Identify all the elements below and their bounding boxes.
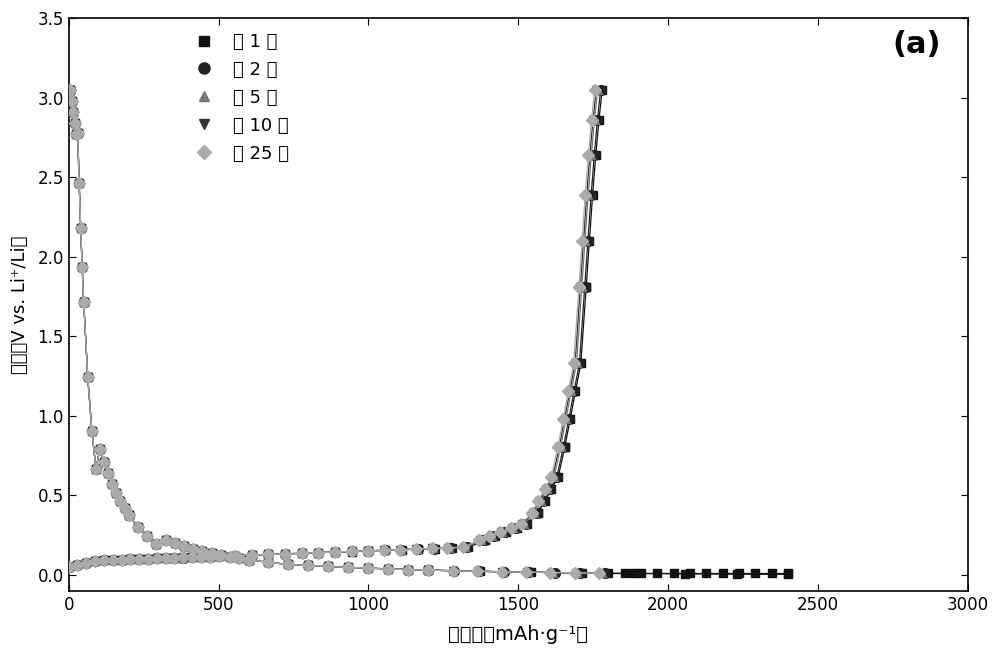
X-axis label: 比容量（mAh·g⁻¹）: 比容量（mAh·g⁻¹） xyxy=(448,625,588,644)
Text: (a): (a) xyxy=(892,29,941,58)
Legend: 第 1 次, 第 2 次, 第 5 次, 第 10 次, 第 25 次: 第 1 次, 第 2 次, 第 5 次, 第 10 次, 第 25 次 xyxy=(186,33,289,162)
Y-axis label: 电压（V vs. Li⁺/Li）: 电压（V vs. Li⁺/Li） xyxy=(11,235,29,374)
